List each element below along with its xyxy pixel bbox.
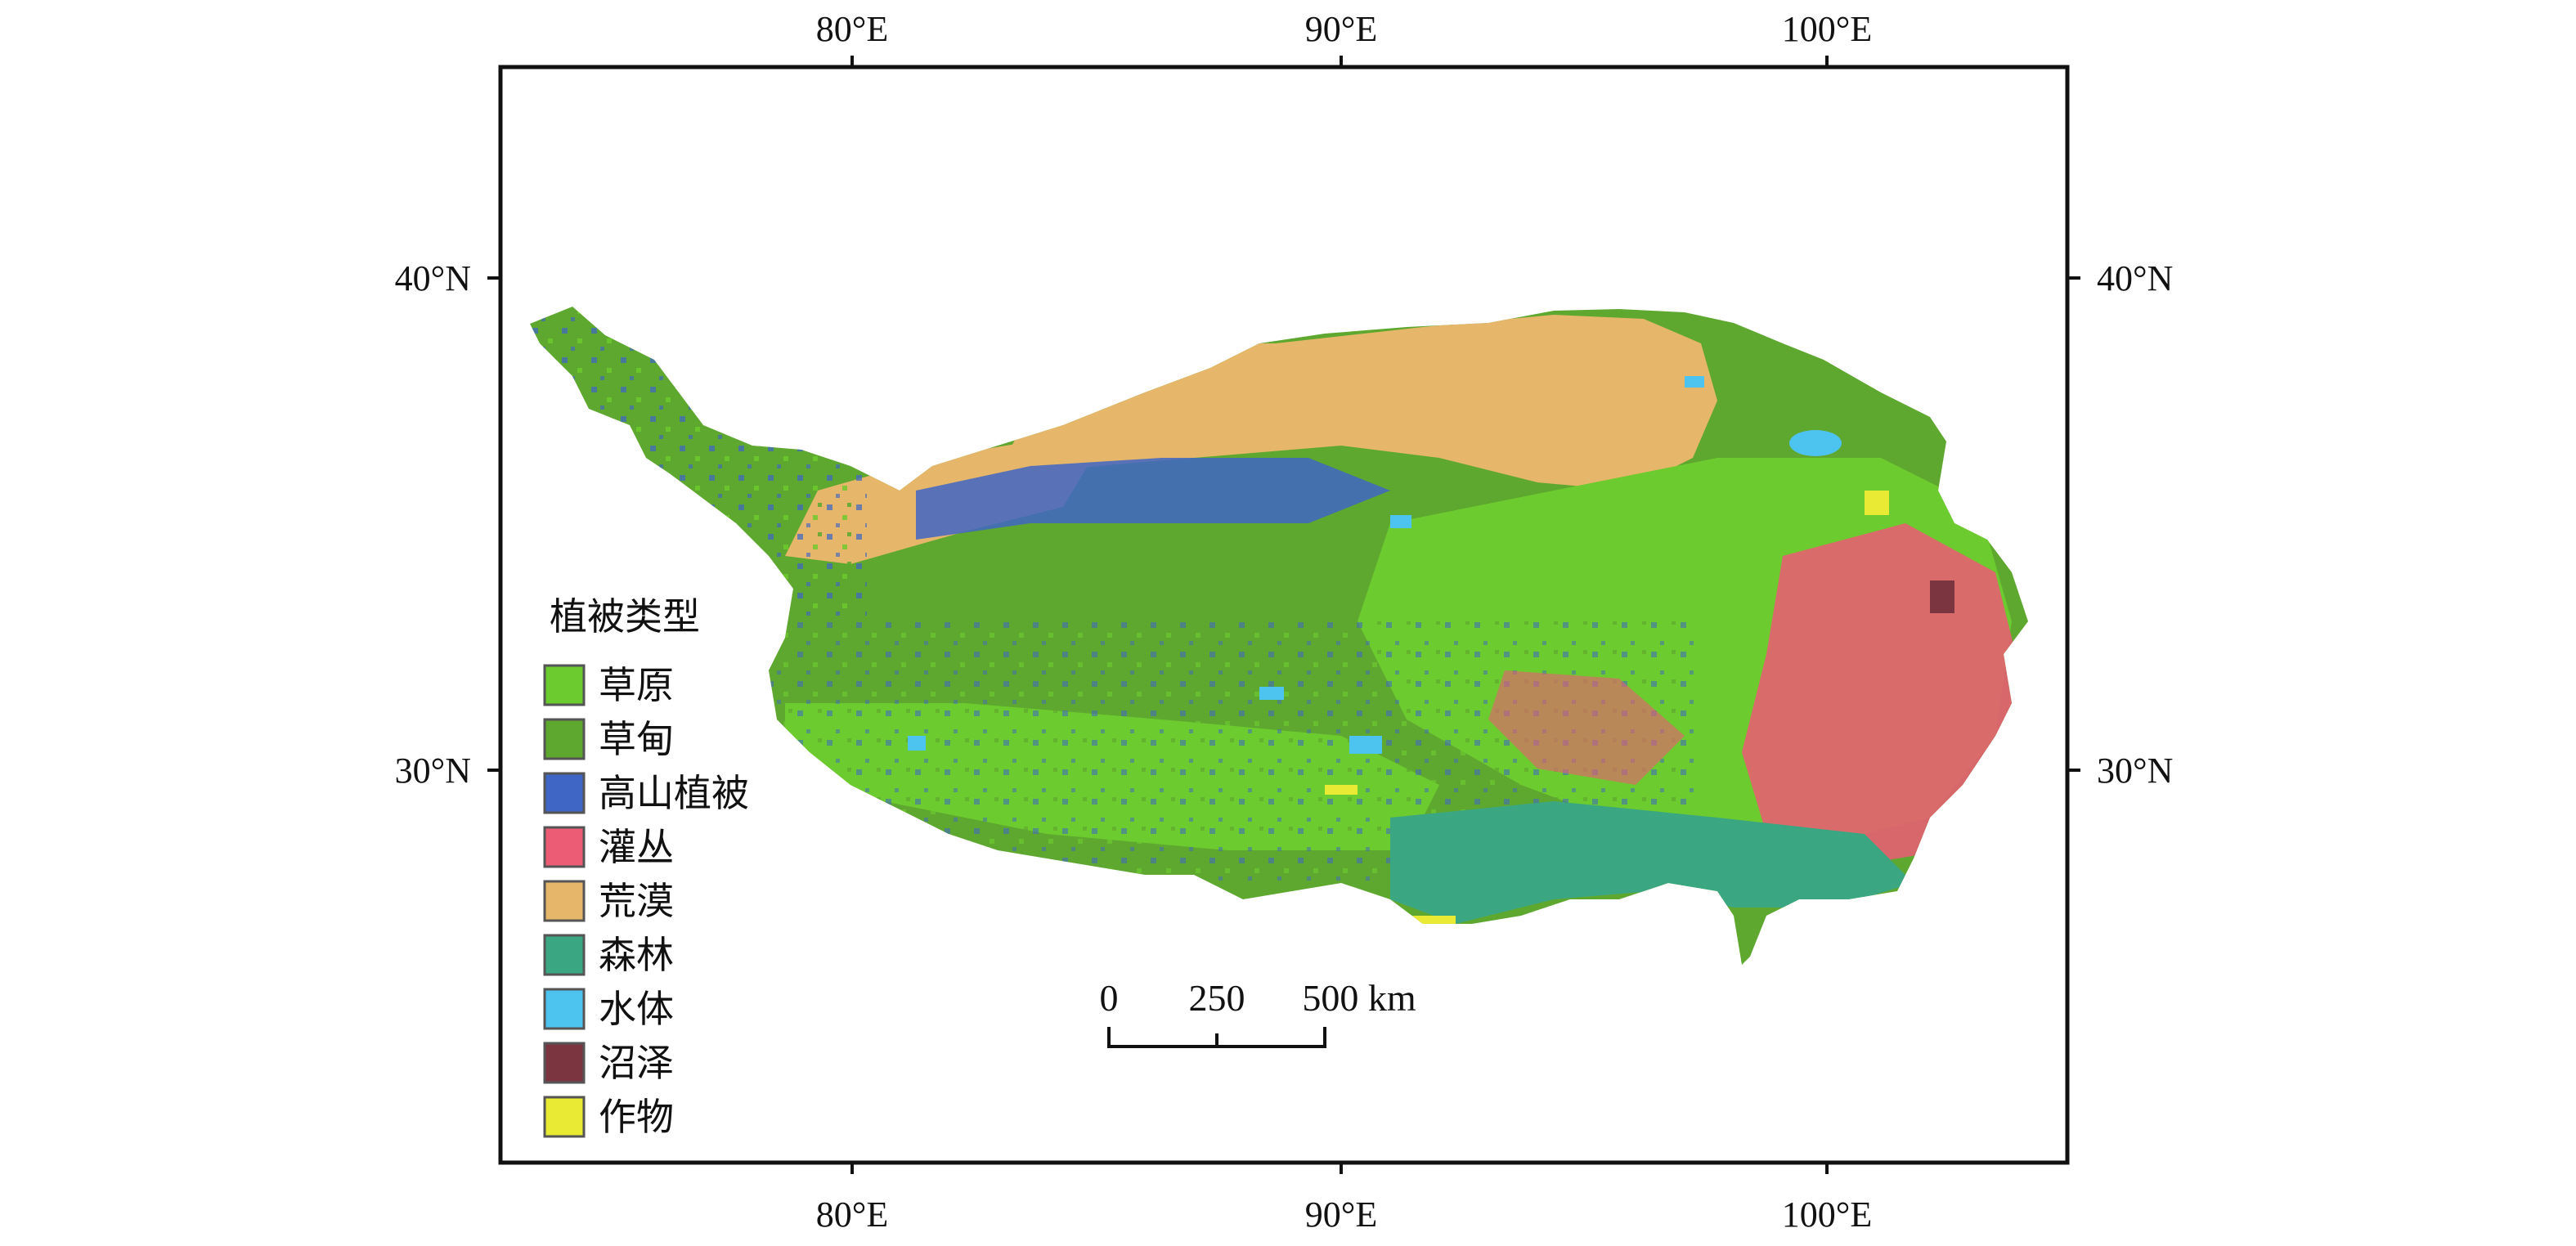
lake-1: [1349, 736, 1382, 754]
legend-swatch: [543, 772, 586, 814]
region-forest-south: [1390, 801, 1914, 924]
legend-swatch: [543, 1096, 586, 1138]
lat-label-left: 40°N: [395, 258, 471, 298]
scale-label-0: 0: [1100, 977, 1119, 1019]
legend-label: 森林: [599, 933, 674, 977]
lon-label-top: 90°E: [1305, 9, 1377, 49]
legend-swatch: [543, 880, 586, 922]
region-crop-2: [1865, 491, 1889, 515]
legend-swatch: [543, 988, 586, 1030]
lake-qinghai: [1789, 430, 1842, 456]
legend-swatch: [543, 934, 586, 976]
legend-swatch: [543, 718, 586, 760]
legend-label: 荒漠: [599, 879, 674, 923]
lat-label-right: 40°N: [2097, 258, 2173, 298]
region-shrub-central: [1488, 670, 1685, 785]
lake-4: [1685, 376, 1704, 388]
legend-label: 草甸: [599, 717, 674, 761]
legend-swatch: [543, 826, 586, 868]
legend-swatch: [543, 664, 586, 706]
legend-title: 植被类型: [550, 594, 700, 639]
scale-label-250: 250: [1189, 977, 1245, 1019]
lon-label-top: 80°E: [816, 9, 888, 49]
legend-label: 水体: [599, 987, 674, 1031]
region-marsh: [1930, 580, 1954, 613]
legend-label: 高山植被: [599, 771, 749, 815]
lon-label-bottom: 90°E: [1305, 1194, 1377, 1235]
legend-label: 沼泽: [599, 1041, 674, 1085]
scale-bar-line: [1107, 1027, 1326, 1048]
scale-label-500: 500 km: [1302, 977, 1416, 1019]
legend-label: 草原: [599, 663, 674, 707]
latitude-ticks: 40°N 40°N 30°N 30°N: [395, 258, 2174, 791]
scale-bar: 0 250 500 km: [1100, 977, 1416, 1048]
region-crop-3: [1325, 785, 1358, 795]
lake-2: [1390, 515, 1411, 528]
lon-label-top: 100°E: [1782, 9, 1872, 49]
lat-label-left: 30°N: [395, 751, 471, 791]
legend-swatch: [543, 1042, 586, 1084]
lon-label-bottom: 100°E: [1782, 1194, 1872, 1235]
lat-label-right: 30°N: [2097, 751, 2173, 791]
plateau-vegetation-layer: [530, 307, 2028, 965]
legend-label: 作物: [599, 1095, 674, 1139]
lake-3: [1259, 687, 1284, 700]
lon-label-bottom: 80°E: [816, 1194, 888, 1235]
longitude-ticks: 80°E 80°E 90°E 90°E 100°E 100°E: [816, 9, 1872, 1235]
legend-label: 灌丛: [599, 825, 674, 869]
region-alpine-north: [916, 458, 1390, 540]
lake-5: [908, 736, 926, 751]
